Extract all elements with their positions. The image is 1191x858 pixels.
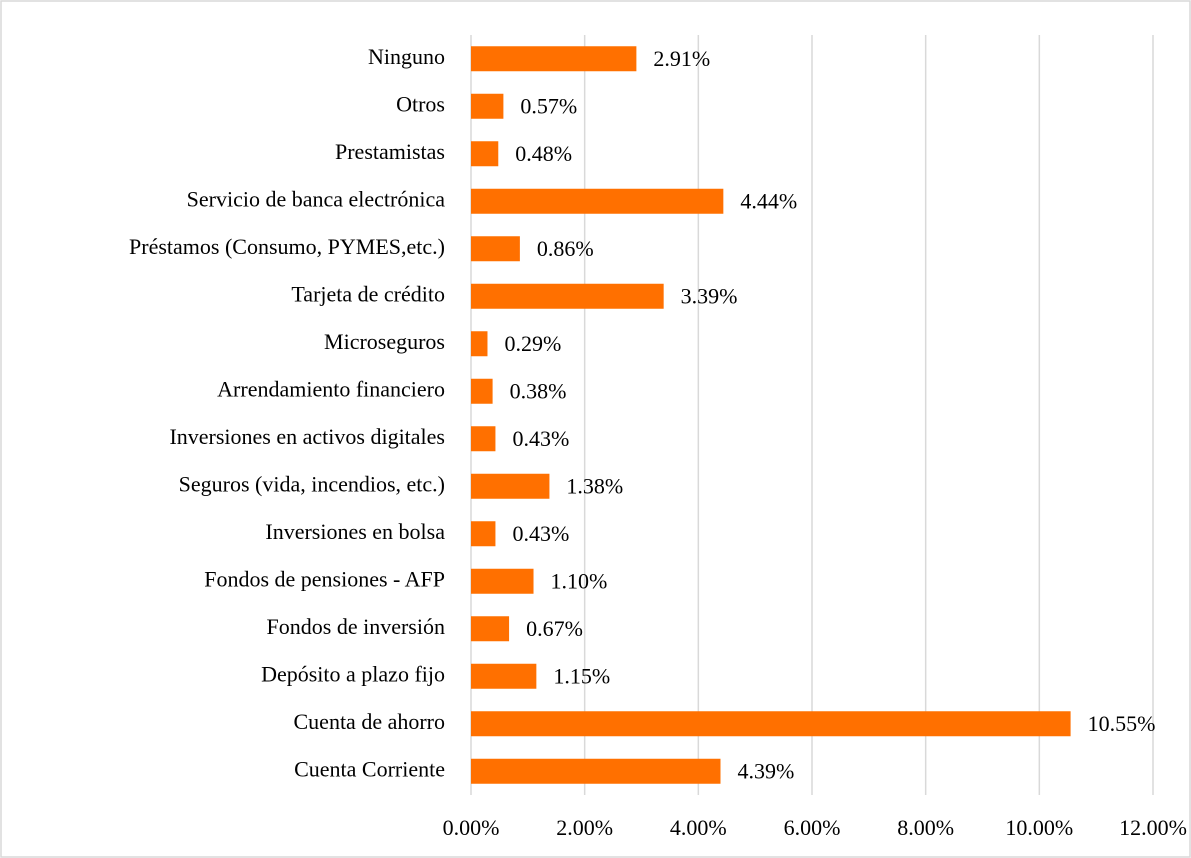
bar xyxy=(471,616,510,642)
y-tick-label: Prestamistas xyxy=(335,139,445,164)
value-label: 0.67% xyxy=(526,616,583,641)
y-tick-label: Servicio de banca electrónica xyxy=(187,186,446,211)
bar xyxy=(471,188,724,214)
bar xyxy=(471,283,664,309)
y-tick-label: Préstamos (Consumo, PYMES,etc.) xyxy=(129,234,445,259)
value-label: 10.55% xyxy=(1088,711,1156,736)
y-tick-label: Inversiones en bolsa xyxy=(265,519,445,544)
y-tick-label: Depósito a plazo fijo xyxy=(261,661,445,686)
value-label: 4.39% xyxy=(737,758,794,783)
value-label: 0.43% xyxy=(512,521,569,546)
x-tick-label: 6.00% xyxy=(784,815,841,840)
value-label: 1.15% xyxy=(553,663,610,688)
bar xyxy=(471,46,637,72)
y-tick-label: Cuenta de ahorro xyxy=(294,709,446,734)
bar xyxy=(471,93,504,119)
bar xyxy=(471,141,499,167)
x-tick-label: 2.00% xyxy=(556,815,613,840)
value-label: 4.44% xyxy=(740,188,797,213)
y-tick-label: Fondos de pensiones - AFP xyxy=(204,566,445,591)
y-tick-label: Otros xyxy=(396,91,445,116)
bar xyxy=(471,568,534,594)
x-tick-label: 12.00% xyxy=(1119,815,1187,840)
bar xyxy=(471,473,550,499)
x-tick-label: 4.00% xyxy=(670,815,727,840)
bar xyxy=(471,378,493,404)
value-label: 1.38% xyxy=(566,473,623,498)
value-label: 2.91% xyxy=(653,46,710,71)
bar xyxy=(471,426,496,452)
y-tick-label: Cuenta Corriente xyxy=(294,756,445,781)
value-label: 0.29% xyxy=(504,331,561,356)
value-label: 0.38% xyxy=(510,378,567,403)
value-label: 3.39% xyxy=(681,283,738,308)
y-tick-label: Microseguros xyxy=(324,329,445,354)
y-tick-label: Fondos de inversión xyxy=(267,614,445,639)
bar xyxy=(471,236,520,262)
y-tick-label: Seguros (vida, incendios, etc.) xyxy=(179,471,445,496)
value-label: 0.48% xyxy=(515,141,572,166)
x-tick-label: 10.00% xyxy=(1005,815,1073,840)
bar xyxy=(471,331,488,357)
y-tick-label: Tarjeta de crédito xyxy=(291,281,445,306)
value-label: 0.43% xyxy=(512,426,569,451)
bar xyxy=(471,758,721,784)
x-tick-label: 8.00% xyxy=(897,815,954,840)
value-label: 1.10% xyxy=(551,568,608,593)
y-tick-label: Arrendamiento financiero xyxy=(217,376,445,401)
y-tick-label: Ninguno xyxy=(368,44,445,69)
bar xyxy=(471,663,537,689)
x-tick-label: 0.00% xyxy=(443,815,500,840)
value-label: 0.57% xyxy=(520,93,577,118)
y-tick-label: Inversiones en activos digitales xyxy=(169,424,445,449)
bar xyxy=(471,711,1071,737)
value-label: 0.86% xyxy=(537,236,594,261)
bar xyxy=(471,521,496,547)
